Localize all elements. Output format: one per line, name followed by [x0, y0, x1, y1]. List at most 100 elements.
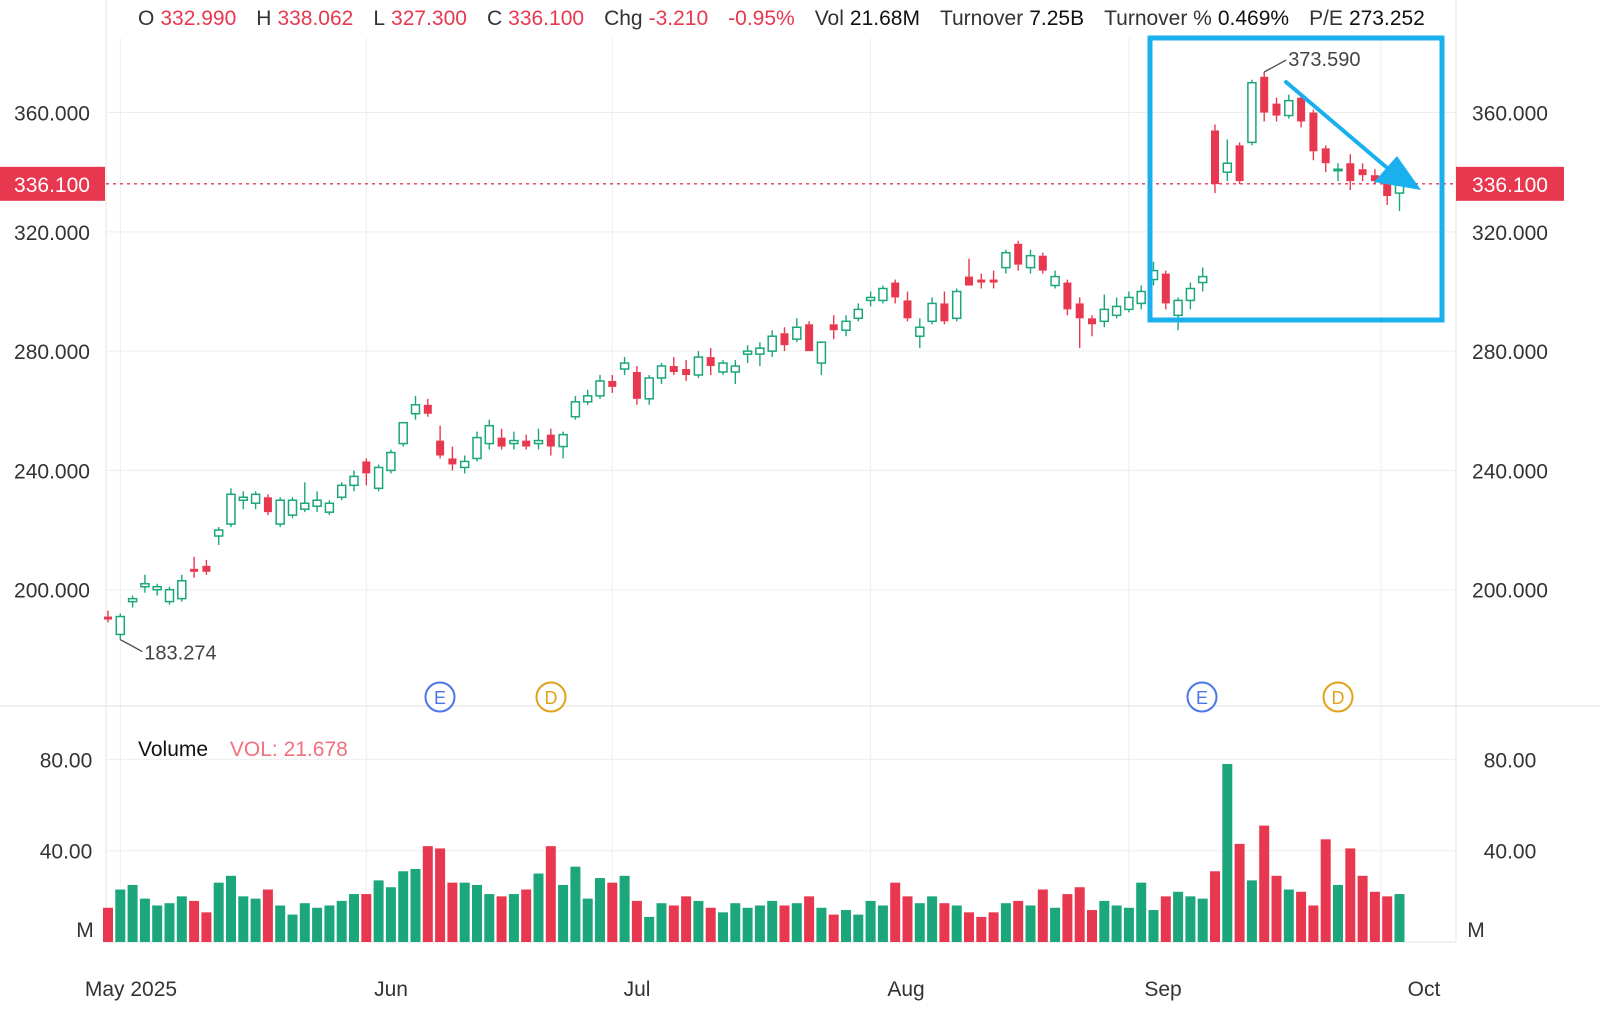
candle-body-up [644, 377, 654, 400]
volume-bar [1197, 898, 1208, 942]
axis-ticks: 360.000 360.000 320.000 320.000 280.000 280.0… [14, 103, 1548, 1001]
candle-body-up [410, 404, 421, 415]
volume-bar [582, 898, 593, 942]
candle-body-down [1321, 148, 1330, 164]
candle-body-up [275, 499, 285, 525]
candle-body-up [816, 341, 827, 364]
volume-bar [275, 905, 286, 942]
candle-body-up [742, 350, 753, 355]
candle-body-down [965, 276, 973, 286]
volume-bar [226, 875, 236, 942]
candle-body-up [878, 287, 888, 302]
volume-bar [1394, 894, 1405, 942]
volume-bar [213, 882, 224, 942]
current-price-line: 336.100 336.100 [0, 166, 1564, 201]
candle-body-down [632, 372, 641, 399]
volume-bar [410, 868, 421, 942]
volume-bar [1013, 900, 1024, 942]
header-value: 273.252 [1348, 7, 1425, 30]
price-tick-left: 320.000 [14, 222, 90, 245]
candle-body-down [436, 440, 445, 456]
volume-bar [853, 914, 864, 942]
candle-body-down [263, 497, 272, 513]
volume-bar [1271, 875, 1282, 942]
volume-bar [1210, 871, 1220, 942]
volume-bar [865, 900, 876, 942]
candle-body-up [767, 335, 777, 352]
candle-body-up [1099, 308, 1110, 323]
volume-bars [103, 763, 1405, 942]
volume-bar [373, 880, 384, 942]
candle-body-up [915, 326, 925, 337]
candle-body-down [805, 324, 814, 352]
candle-body-down [829, 324, 838, 331]
volume-bar [558, 884, 569, 942]
candle-body-down [448, 458, 457, 465]
candle-body-up [250, 493, 261, 504]
header-value: 332.990 [160, 7, 237, 30]
volume-bar [791, 903, 802, 942]
header-key: P/E [1309, 7, 1343, 30]
annotations: 373.590 183.274 [119, 35, 1445, 665]
header-key: Turnover % [1104, 7, 1212, 30]
candle-body-up [927, 302, 937, 323]
volume-bar [718, 912, 728, 942]
candle-body-up [582, 395, 593, 403]
candle-body-down [1235, 145, 1244, 182]
volume-bar [644, 916, 655, 942]
volume-bar [742, 907, 753, 942]
candle-body-down [608, 380, 617, 387]
header-value: 336.100 [508, 7, 585, 30]
volume-bar [730, 903, 741, 942]
candle-body-up [693, 356, 704, 376]
candle-body-down [1383, 178, 1392, 197]
volume-bar [890, 882, 901, 942]
candle-body-up [1247, 81, 1257, 144]
candle-body-up [349, 475, 359, 487]
price-tick-right: 360.000 [1472, 103, 1548, 126]
candle-body-down [780, 333, 789, 346]
volume-bar [1222, 763, 1233, 942]
volume-bar [1185, 896, 1196, 942]
volume-unit-right: M [1467, 919, 1485, 942]
header-key: L [373, 7, 386, 30]
min-price-label: 183.274 [144, 643, 216, 665]
volume-bar [324, 905, 335, 942]
volume-bar [1320, 839, 1331, 942]
candle-body-down [362, 461, 371, 474]
candle-body-down [1346, 163, 1355, 182]
candle-body-up [533, 439, 544, 445]
candle-body-down [1297, 97, 1306, 122]
ohlc-header: O 332.990 H 338.062 L 327.300 C 336.100 Chg -3.21… [138, 4, 1445, 34]
candle-body-down [190, 568, 199, 572]
header-key: O [138, 7, 155, 30]
volume-unit-left: M [76, 919, 94, 942]
candle-body-up [213, 529, 224, 537]
header-value: 338.062 [277, 7, 354, 30]
volume-bar [976, 916, 987, 942]
candle-body-up [509, 439, 519, 445]
candle-body-up [619, 362, 630, 370]
candle-body-up [656, 365, 667, 379]
candle-body-up [312, 499, 322, 507]
candle-body-up [373, 466, 384, 490]
volume-bar [877, 905, 888, 942]
min-leader-line [119, 638, 143, 653]
candle-body-up [718, 362, 728, 373]
header-key: H [256, 7, 272, 30]
volume-bar [1074, 887, 1085, 942]
volume-bar [1123, 907, 1134, 942]
volume-bar [545, 846, 556, 942]
candle-body-up [853, 308, 864, 320]
volume-bar [385, 887, 396, 942]
max-price-label: 373.590 [1288, 49, 1360, 71]
volume-bar [152, 905, 163, 942]
volume-bar [1246, 880, 1257, 942]
volume-bar [336, 900, 347, 942]
volume-bar [435, 848, 446, 942]
volume-bar [767, 900, 778, 942]
volume-bar [570, 866, 581, 942]
candle-body-down [1211, 130, 1219, 185]
candle-body-up [1111, 305, 1122, 317]
candle-body-down [1038, 255, 1047, 271]
